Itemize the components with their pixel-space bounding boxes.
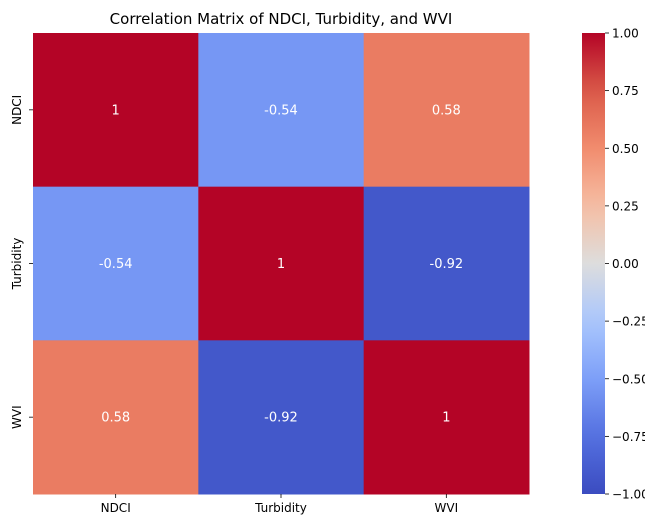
cell-value-label: 1 <box>112 103 120 118</box>
y-tick-label: WVI <box>10 405 24 429</box>
colorbar-gradient <box>582 33 605 494</box>
cell-value-label: 1 <box>442 411 450 426</box>
colorbar-tick-label: 0.25 <box>612 199 639 213</box>
colorbar-tick-label: −0.50 <box>612 372 645 386</box>
cell-value-label: -0.92 <box>430 257 464 272</box>
colorbar-tick-label: −1.00 <box>612 488 645 502</box>
colorbar-tick-label: 1.00 <box>612 27 639 41</box>
y-tick-label: NDCI <box>10 95 24 125</box>
y-axis: NDCI Turbidity WVI <box>10 95 33 429</box>
cell-value-label: 1 <box>277 257 285 272</box>
x-tick-label: WVI <box>435 501 459 515</box>
heatmap-cell <box>198 186 365 341</box>
heatmap-cell <box>198 33 365 188</box>
cell-value-label: -0.92 <box>264 411 298 426</box>
colorbar-tick-label: 0.00 <box>612 257 639 271</box>
heatmap-cell <box>33 186 199 341</box>
colorbar-tick-label: 0.75 <box>612 84 639 98</box>
heatmap-cell <box>363 340 530 495</box>
heatmap-cell <box>363 186 530 341</box>
heatmap-cell <box>363 33 530 188</box>
heatmap-cells <box>33 33 530 495</box>
x-tick-label: Turbidity <box>254 501 307 515</box>
colorbar-tick-label: 0.50 <box>612 142 639 156</box>
cell-value-label: 0.58 <box>101 411 130 426</box>
cell-value-label: 0.58 <box>432 103 461 118</box>
heatmap-annotations: 1 -0.54 0.58 -0.54 1 -0.92 0.58 -0.92 1 <box>99 103 463 425</box>
x-axis: NDCI Turbidity WVI <box>101 494 459 515</box>
chart-title: Correlation Matrix of NDCI, Turbidity, a… <box>110 10 453 28</box>
cell-value-label: -0.54 <box>99 257 133 272</box>
heatmap-cell <box>198 340 365 495</box>
y-tick-label: Turbidity <box>10 238 24 291</box>
heatmap-cell <box>33 340 199 495</box>
colorbar-tick-label: −0.25 <box>612 315 645 329</box>
heatmap-cell <box>33 33 199 188</box>
colorbar-tick-label: −0.75 <box>612 430 645 444</box>
x-tick-label: NDCI <box>101 501 131 515</box>
cell-value-label: -0.54 <box>264 103 298 118</box>
colorbar: 1.00 0.75 0.50 0.25 0.00 −0.25 −0.50 −0.75 −1.00 <box>582 27 645 502</box>
